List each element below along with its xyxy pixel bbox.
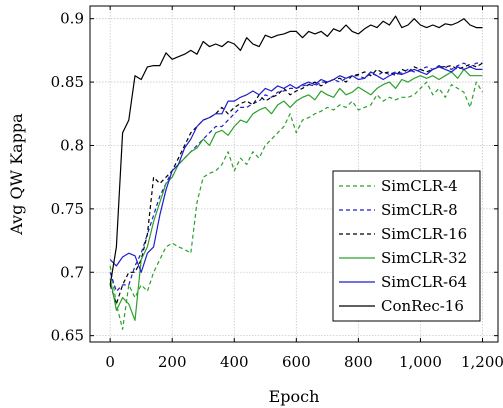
y-tick-label: 0.75: [51, 200, 84, 218]
series-line-simclr-4: [109, 81, 484, 330]
x-tick-label: 400: [220, 353, 249, 371]
legend-box: [332, 170, 481, 322]
legend-label: SimCLR-4: [381, 177, 458, 195]
y-tick-label: 0.7: [60, 263, 84, 281]
x-tick-label: 1,200: [461, 353, 503, 371]
x-tick-label: 0: [105, 353, 115, 371]
x-tick-label: 800: [344, 353, 373, 371]
y-axis-title: Avg QW Kappa: [7, 113, 26, 236]
y-tick-label: 0.85: [51, 73, 84, 91]
x-tick-label: 200: [158, 353, 187, 371]
legend-label: ConRec-16: [381, 297, 464, 315]
legend-label: SimCLR-16: [381, 225, 467, 243]
series-lines: [109, 15, 484, 330]
series-line-simclr-64: [109, 66, 483, 273]
plot-frame: [89, 5, 499, 343]
y-tick-label: 0.8: [60, 136, 84, 154]
x-tick-label: 1,000: [399, 353, 442, 371]
legend: SimCLR-4 SimCLR-8 SimCLR-16 SimCLR-32 SimCLR…: [332, 170, 481, 322]
legend-label: SimCLR-64: [381, 273, 467, 291]
series-line-simclr-32: [109, 68, 483, 321]
series-line-conrec-16: [109, 15, 483, 285]
axis-ticks: 0 200 400 600 800 1,000 1,200 0.65 0.7 0.75 0.8 0.8…: [51, 6, 503, 371]
x-axis-title: Epoch: [269, 387, 320, 406]
x-tick-label: 600: [282, 353, 311, 371]
legend-label: SimCLR-8: [381, 201, 458, 219]
y-tick-label: 0.9: [60, 10, 84, 28]
legend-label: SimCLR-32: [381, 249, 467, 267]
y-tick-label: 0.65: [51, 327, 84, 345]
